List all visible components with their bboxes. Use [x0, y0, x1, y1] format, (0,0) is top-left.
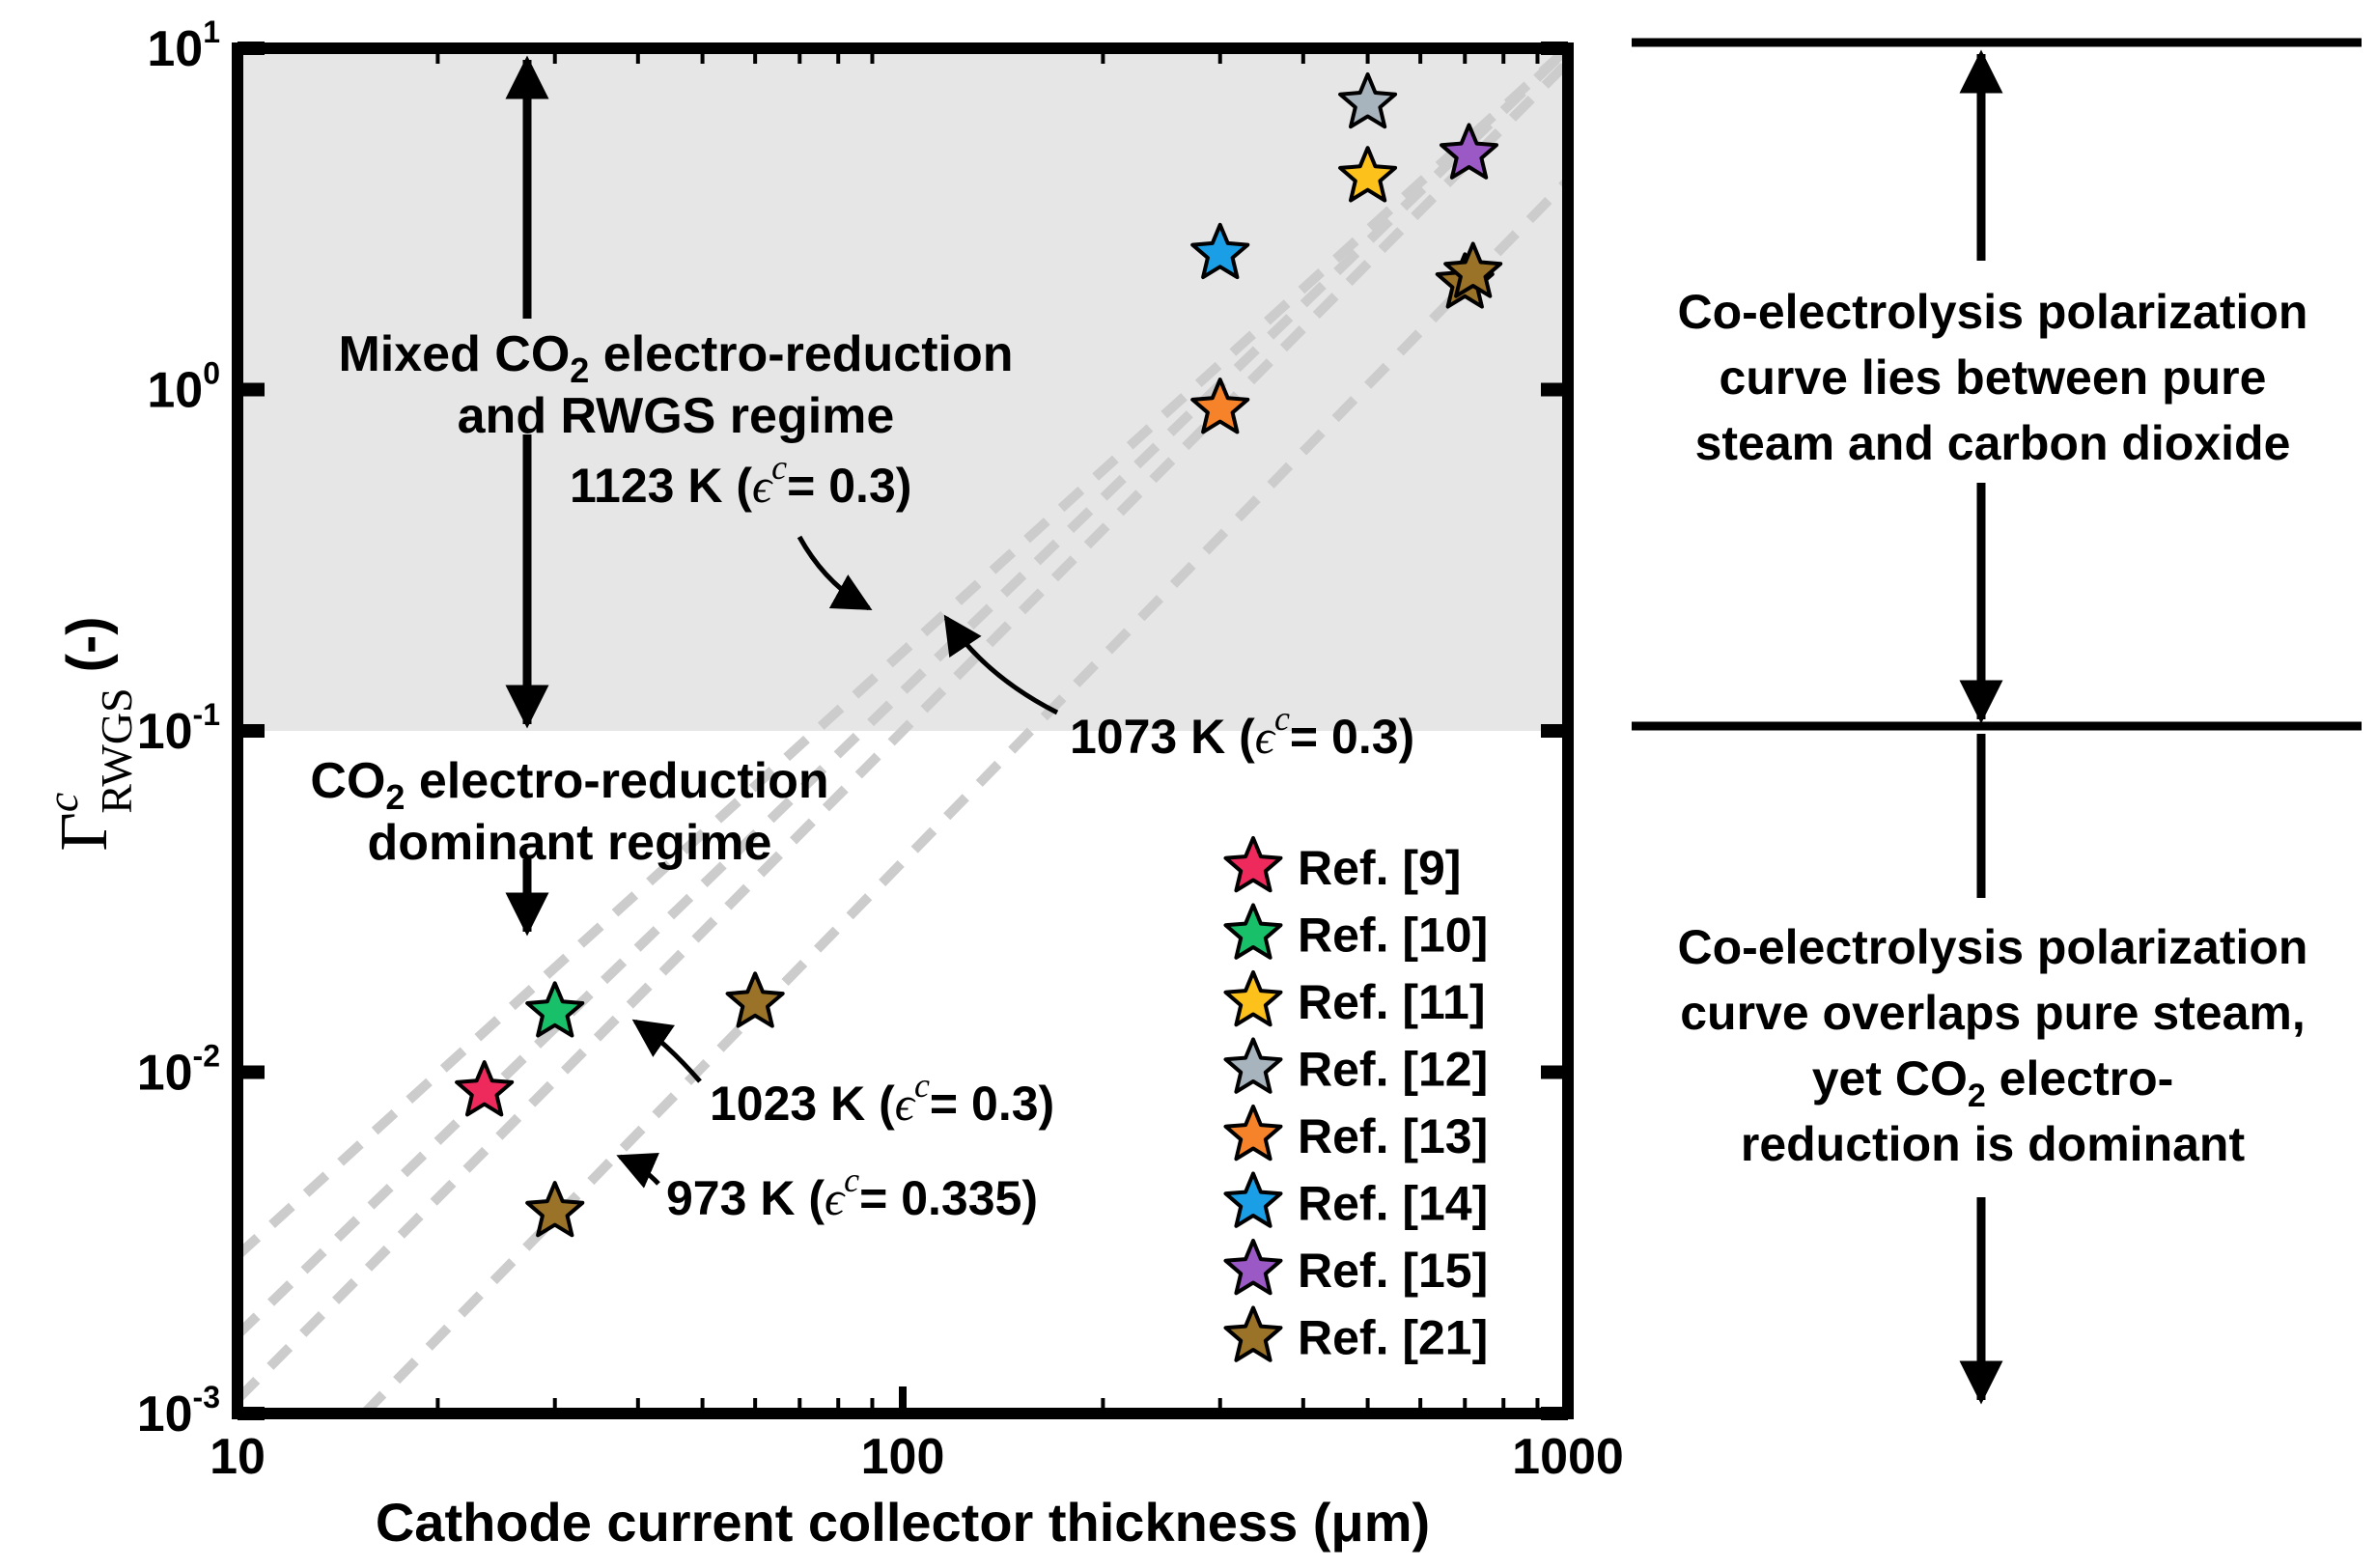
- x-tick-label: 10: [210, 1429, 266, 1485]
- reference-line-1023k: [238, 58, 1568, 1403]
- svg-text:curve overlaps pure steam,: curve overlaps pure steam,: [1680, 986, 2306, 1040]
- legend-label-ref-11: Ref. [11]: [1298, 975, 1486, 1029]
- y-tick-labels: 101 100 10-1 10-2 10-3: [137, 14, 220, 1442]
- legend-marker-ref-21: [1223, 1305, 1283, 1362]
- legend-label-ref-9: Ref. [9]: [1298, 841, 1461, 895]
- y-axis-title: Γc RWGS(-): [38, 616, 141, 851]
- svg-text:yet CO2 electro-: yet CO2 electro-: [1812, 1051, 2174, 1114]
- legend-label-ref-21: Ref. [21]: [1298, 1311, 1488, 1365]
- legend-label-ref-15: Ref. [15]: [1298, 1244, 1488, 1298]
- side-upper-note: Co-electrolysis polarization curve lies …: [1678, 285, 2308, 470]
- x-tick-label: 1000: [1512, 1429, 1624, 1485]
- annotation-1023-arrow: [631, 1019, 702, 1083]
- legend-label-ref-10: Ref. [10]: [1298, 909, 1488, 963]
- data-point-ref-9: [455, 1060, 515, 1117]
- legend-marker-ref-11: [1223, 970, 1283, 1027]
- y-tick-label: 10-1: [137, 697, 220, 760]
- legend-marker-ref-13: [1223, 1105, 1283, 1162]
- x-tick-label: 100: [861, 1429, 945, 1485]
- data-point-ref-15: [1440, 123, 1498, 180]
- reference-line-1123k: [238, 48, 1568, 1260]
- y-tick-label: 101: [147, 14, 220, 77]
- svg-text:curve lies between pure: curve lies between pure: [1720, 350, 2267, 405]
- data-point-ref-21: [525, 1181, 585, 1238]
- svg-text:steam and carbon dioxide: steam and carbon dioxide: [1695, 416, 2291, 470]
- annotation-1023: 1023 K (ϵc= 0.3): [631, 1019, 1054, 1131]
- annotation-973-arrow: [616, 1153, 660, 1189]
- data-point-ref-10: [525, 981, 585, 1038]
- svg-text:Mixed CO2 electro-reduction: Mixed CO2 electro-reduction: [338, 326, 1013, 390]
- svg-text:reduction is dominant: reduction is dominant: [1741, 1117, 2246, 1171]
- shaded-region-mixed: [238, 48, 1568, 731]
- legend-marker-ref-10: [1223, 903, 1283, 960]
- plot-area: [232, 42, 1574, 1420]
- dominant-regime-label: CO2 electro-reduction dominant regime: [310, 753, 828, 871]
- data-point-ref-13: [1190, 378, 1250, 434]
- plot-frame: [232, 42, 1574, 1419]
- svg-text:CO2 electro-reduction: CO2 electro-reduction: [310, 753, 828, 817]
- side-regime-guide: [1632, 38, 2362, 1405]
- legend-marker-ref-14: [1223, 1171, 1283, 1228]
- svg-text:Co-electrolysis polarization: Co-electrolysis polarization: [1678, 285, 2308, 339]
- legend-label-ref-12: Ref. [12]: [1298, 1043, 1488, 1097]
- reference-line-1073k: [238, 48, 1568, 1339]
- data-point-ref-12: [1338, 72, 1398, 129]
- mixed-regime-label: Mixed CO2 electro-reduction and RWGS reg…: [338, 326, 1013, 444]
- x-axis-title: Cathode current collector thickness (μm): [376, 1492, 1430, 1553]
- annotation-1123-arrow: [797, 535, 873, 611]
- side-lower-note: Co-electrolysis polarization curve overl…: [1678, 920, 2308, 1171]
- annotation-973: 973 K (ϵc= 0.335): [616, 1153, 1038, 1225]
- legend-marker-ref-15: [1223, 1239, 1283, 1296]
- legend-marker-ref-12: [1223, 1037, 1283, 1094]
- data-points: [455, 72, 1503, 1238]
- legend: Ref. [9] Ref. [10] Ref. [11] Ref. [12] Ref. …: [1223, 836, 1488, 1365]
- data-point-ref-11: [1338, 146, 1398, 203]
- svg-text:dominant regime: dominant regime: [368, 815, 772, 871]
- svg-text:and RWGS regime: and RWGS regime: [458, 388, 895, 444]
- annotation-1073-arrow: [943, 614, 1059, 715]
- annotation-1073: 1073 K (ϵc= 0.3): [943, 614, 1414, 764]
- svg-text:1023 K (ϵc= 0.3): 1023 K (ϵc= 0.3): [710, 1066, 1054, 1131]
- y-tick-label: 10-3: [137, 1380, 220, 1442]
- data-point-ref-21: [725, 971, 785, 1028]
- legend-label-ref-14: Ref. [14]: [1298, 1177, 1488, 1231]
- y-tick-label: 10-2: [137, 1039, 220, 1102]
- x-tick-labels: 10 100 1000: [210, 1429, 1624, 1485]
- svg-text:1073 K (ϵc= 0.3): 1073 K (ϵc= 0.3): [1070, 699, 1414, 764]
- y-tick-label: 100: [147, 356, 220, 419]
- legend-marker-ref-9: [1223, 836, 1283, 893]
- svg-text:Co-electrolysis polarization: Co-electrolysis polarization: [1678, 920, 2308, 974]
- data-point-ref-21: [1443, 241, 1503, 298]
- data-point-ref-14: [1190, 222, 1250, 280]
- annotation-1123: 1123 K (ϵc= 0.3): [570, 448, 911, 611]
- legend-label-ref-13: Ref. [13]: [1298, 1109, 1488, 1163]
- svg-text:973 K (ϵc= 0.335): 973 K (ϵc= 0.335): [666, 1161, 1038, 1225]
- svg-text:1123 K (ϵc= 0.3): 1123 K (ϵc= 0.3): [570, 448, 911, 513]
